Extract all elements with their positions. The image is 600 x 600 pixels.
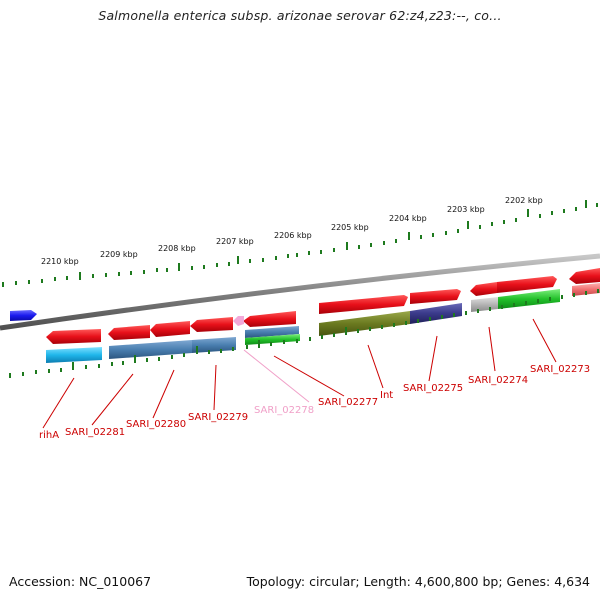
- gene-label: SARI_02273: [530, 364, 590, 375]
- scale-label: 2204 kbp: [389, 214, 427, 223]
- scale-label: 2202 kbp: [505, 196, 543, 205]
- outer-scale-ticks: [2, 200, 598, 287]
- gene-label: SARI_02279: [188, 412, 248, 423]
- scale-label: 2206 kbp: [274, 231, 312, 240]
- genome-backbone: [0, 253, 600, 331]
- scale-label: 2207 kbp: [216, 237, 254, 246]
- gene-label: SARI_02274: [468, 375, 528, 386]
- scale-label: 2203 kbp: [447, 205, 485, 214]
- cog-blocks: [46, 283, 600, 363]
- genome-title: Salmonella enterica subsp. arizonae sero…: [98, 8, 502, 23]
- gene-label: rihA: [39, 430, 59, 441]
- gene-label: SARI_02278: [254, 405, 314, 416]
- label-leaders: [42, 318, 557, 429]
- scale-label: 2210 kbp: [41, 257, 79, 266]
- cds-arrows-forward: [319, 268, 600, 314]
- genome-summary-text: Topology: circular; Length: 4,600,800 bp…: [246, 574, 590, 589]
- gene-label: SARI_02281: [65, 427, 125, 438]
- scale-label: 2209 kbp: [100, 250, 138, 259]
- inner-scale-ticks: [9, 289, 599, 378]
- gene-label: Int: [380, 390, 393, 401]
- gene-label: SARI_02275: [403, 383, 463, 394]
- accession-text: Accession: NC_010067: [9, 574, 152, 589]
- scale-label: 2205 kbp: [331, 223, 369, 232]
- scale-labels: 2210 kbp 2209 kbp 2208 kbp 2207 kbp 2206…: [41, 196, 543, 266]
- blue-gene-arrow: [10, 310, 37, 321]
- gene-label: SARI_02277: [318, 397, 378, 408]
- scale-label: 2208 kbp: [158, 244, 196, 253]
- cds-arrows-reverse: [46, 311, 296, 344]
- gene-labels: rihA SARI_02281 SARI_02280 SARI_02279 SA…: [39, 364, 590, 441]
- gene-label: SARI_02280: [126, 419, 186, 430]
